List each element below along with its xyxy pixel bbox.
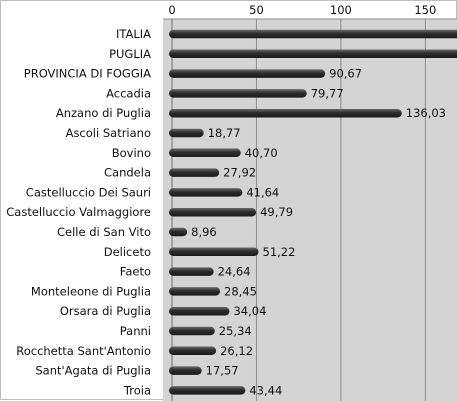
data-label: 136,03 [406, 106, 446, 120]
data-label: 79,77 [311, 86, 344, 100]
bar [169, 89, 307, 98]
bar [169, 207, 257, 217]
data-label: 43,44 [249, 383, 282, 397]
bar [169, 128, 204, 138]
x-tick-label: 0 [168, 3, 175, 17]
category-label: Troia [123, 383, 151, 397]
data-label: 24,64 [218, 265, 251, 279]
category-label: Castelluccio Valmaggiore [6, 205, 151, 219]
data-label: 8,96 [191, 225, 217, 239]
data-label: 90,67 [329, 67, 362, 81]
category-label: Candela [104, 166, 151, 180]
bar [169, 287, 221, 296]
category-label: Ascoli Satriano [66, 126, 151, 140]
category-label: Faeto [120, 265, 151, 279]
category-label: Monteleone di Puglia [31, 284, 151, 298]
bar [169, 69, 326, 78]
bar [169, 267, 214, 276]
bar [169, 366, 202, 375]
category-label: PUGLIA [109, 47, 151, 61]
bar [169, 247, 259, 257]
data-label: 17,57 [206, 364, 239, 378]
data-label: 34,04 [233, 304, 266, 318]
x-tick-label: 150 [414, 3, 436, 17]
category-label: Deliceto [104, 245, 151, 259]
category-label: Rocchetta Sant'Antonio [16, 344, 151, 358]
category-label: ITALIA [116, 27, 151, 41]
category-label: Castelluccio Dei Sauri [26, 185, 151, 199]
data-label: 51,22 [263, 245, 296, 259]
bar [169, 168, 220, 177]
x-tick-label: 50 [249, 3, 264, 17]
data-label: 28,45 [224, 284, 257, 298]
data-label: 26,12 [220, 344, 253, 358]
category-label: Celle di San Vito [57, 225, 151, 239]
data-label: 49,79 [260, 205, 293, 219]
category-label: Bovino [112, 146, 151, 160]
category-label: Anzano di Puglia [56, 106, 151, 120]
data-label: 27,92 [223, 166, 256, 180]
category-label: Accadia [106, 86, 151, 100]
bar [169, 188, 243, 197]
category-label: Panni [120, 324, 151, 338]
bar [169, 386, 246, 395]
bar [169, 108, 402, 118]
data-label: 40,70 [245, 146, 278, 160]
category-label: PROVINCIA DI FOGGIA [24, 67, 151, 81]
data-label: 25,34 [219, 324, 252, 338]
bar [169, 29, 457, 39]
data-label: 41,64 [246, 185, 279, 199]
bar [169, 306, 230, 316]
bar [169, 346, 217, 356]
bar [169, 49, 457, 59]
category-label: Orsara di Puglia [60, 304, 151, 318]
bar [169, 326, 215, 336]
data-label: 18,77 [208, 126, 241, 140]
category-label: Sant'Agata di Puglia [35, 364, 151, 378]
x-tick-label: 100 [330, 3, 352, 17]
bar [169, 148, 241, 158]
bar [169, 227, 188, 237]
